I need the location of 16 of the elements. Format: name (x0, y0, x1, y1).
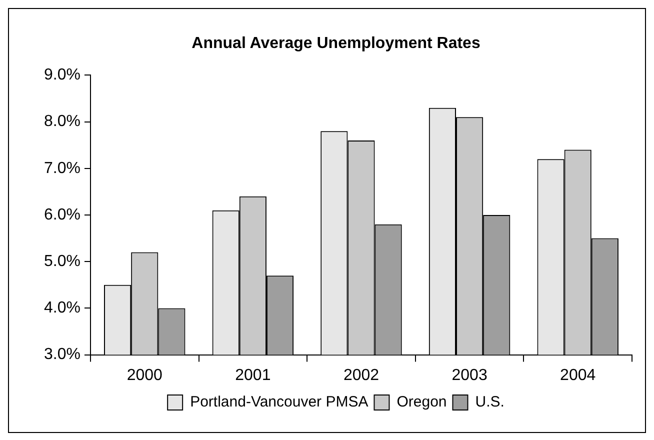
y-tick-label: 9.0% (44, 66, 80, 84)
legend-label: U.S. (475, 394, 504, 411)
x-tick-label: 2002 (343, 366, 380, 384)
x-tick-label: 2003 (452, 366, 488, 384)
y-tick-label: 6.0% (44, 206, 80, 224)
x-tick-label: 2004 (560, 366, 596, 384)
y-tick-label: 8.0% (44, 113, 80, 130)
x-tick-label: 2000 (126, 366, 163, 384)
y-tick-label: 4.0% (44, 300, 80, 317)
y-tick-label: 3.0% (44, 346, 80, 364)
y-tick-label: 5.0% (44, 253, 80, 270)
y-tick-label: 7.0% (44, 160, 80, 177)
chart-title: Annual Average Unemployment Rates (192, 35, 480, 52)
legend-label: Oregon (396, 394, 447, 411)
legend-label: Portland-Vancouver PMSA (190, 394, 368, 411)
x-tick-label: 2001 (235, 366, 271, 384)
